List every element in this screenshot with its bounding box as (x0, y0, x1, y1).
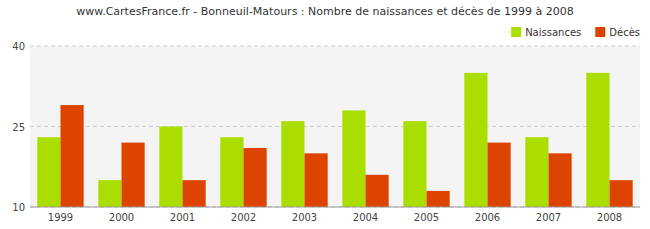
x-tick-label: 1999 (48, 212, 73, 223)
chart: www.CartesFrance.fr - Bonneuil-Matours :… (0, 0, 650, 229)
legend-swatch (511, 27, 521, 37)
bar (427, 191, 450, 207)
bar (37, 137, 60, 207)
bar (122, 143, 145, 207)
legend-label: Décès (609, 27, 640, 38)
bar (183, 180, 206, 207)
legend-item: Naissances (511, 27, 581, 38)
grid-line (30, 207, 640, 208)
grid-line (30, 126, 640, 127)
x-tick-label: 2001 (170, 212, 195, 223)
bar (305, 153, 328, 207)
x-tick-label: 2004 (353, 212, 378, 223)
bar (220, 137, 243, 207)
bar (366, 175, 389, 207)
x-tick-label: 2003 (292, 212, 317, 223)
legend-label: Naissances (525, 27, 581, 38)
grid-line (30, 46, 640, 47)
bar (586, 73, 609, 207)
bar (342, 110, 365, 207)
y-tick-label: 25 (12, 122, 25, 133)
y-tick-label: 10 (12, 202, 25, 213)
legend: Naissances Décès (511, 27, 640, 38)
title: www.CartesFrance.fr - Bonneuil-Matours :… (76, 5, 574, 18)
bar (525, 137, 548, 207)
x-tick-label: 2000 (109, 212, 134, 223)
bar (159, 127, 182, 208)
x-tick-label: 2005 (414, 212, 439, 223)
x-tick-label: 2006 (475, 212, 500, 223)
chart-container: www.CartesFrance.fr - Bonneuil-Matours :… (0, 0, 650, 229)
legend-item: Décès (595, 27, 640, 38)
bar (549, 153, 572, 207)
x-tick-label: 2007 (536, 212, 561, 223)
bar (281, 121, 304, 207)
bar (244, 148, 267, 207)
x-tick-label: 2008 (597, 212, 622, 223)
bar (610, 180, 633, 207)
bar (61, 105, 84, 207)
bar (403, 121, 426, 207)
legend-swatch (595, 27, 605, 37)
bar (464, 73, 487, 207)
bars (37, 73, 632, 207)
x-axis-line (30, 207, 640, 208)
bar (98, 180, 121, 207)
bar (488, 143, 511, 207)
x-tick-label: 2002 (231, 212, 256, 223)
y-tick-label: 40 (12, 41, 25, 52)
